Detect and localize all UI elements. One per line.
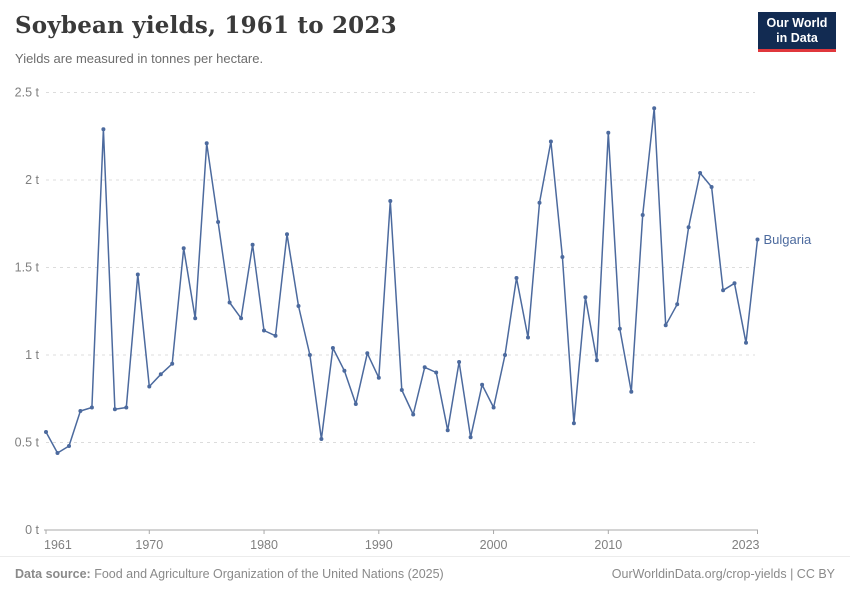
data-point[interactable]	[285, 232, 289, 237]
x-tick-label: 2010	[594, 538, 622, 552]
x-tick-label: 1970	[135, 538, 163, 552]
data-point[interactable]	[629, 389, 634, 394]
y-tick-label: 1 t	[25, 348, 39, 362]
data-point[interactable]	[170, 361, 175, 366]
data-point[interactable]	[181, 246, 186, 251]
data-point[interactable]	[227, 300, 232, 305]
data-point[interactable]	[434, 370, 439, 375]
data-source-note: Data source: Food and Agriculture Organi…	[15, 567, 444, 600]
data-point[interactable]	[640, 213, 645, 217]
series-label-bulgaria[interactable]: Bulgaria	[764, 232, 812, 247]
data-point[interactable]	[296, 304, 301, 308]
data-point[interactable]	[709, 185, 714, 189]
data-point[interactable]	[307, 353, 312, 357]
data-point[interactable]	[686, 225, 691, 230]
data-point[interactable]	[755, 237, 760, 242]
data-point[interactable]	[480, 382, 485, 387]
data-point[interactable]	[124, 405, 129, 410]
line-chart-canvas[interactable]: 0 t 0.5 t 1 t 1.5 t 2 t 2.5 t 1961 1970 1980 1990…	[0, 80, 850, 555]
data-point[interactable]	[422, 365, 427, 370]
data-point[interactable]	[193, 316, 198, 321]
data-point[interactable]	[571, 421, 576, 426]
y-tick-label: 0 t	[25, 523, 39, 537]
y-tick-label: 1.5 t	[15, 261, 40, 275]
data-point[interactable]	[468, 435, 473, 440]
data-point[interactable]	[548, 139, 553, 144]
data-point[interactable]	[216, 220, 221, 224]
y-tick-label: 2 t	[25, 173, 39, 187]
data-point[interactable]	[250, 242, 255, 247]
data-point[interactable]	[319, 437, 324, 441]
data-point[interactable]	[445, 428, 450, 433]
chart-subtitle: Yields are measured in tonnes per hectar…	[15, 51, 264, 66]
footer-link[interactable]: OurWorldinData.org/crop-yields | CC BY	[611, 567, 835, 581]
data-point[interactable]	[744, 340, 748, 345]
data-point[interactable]	[594, 358, 599, 363]
data-point[interactable]	[55, 451, 60, 455]
data-point[interactable]	[675, 302, 680, 307]
data-point[interactable]	[606, 130, 611, 135]
owid-logo-line2: in Data	[776, 30, 818, 45]
x-tick-label: 2000	[480, 538, 508, 552]
data-point[interactable]	[330, 346, 335, 350]
owid-logo[interactable]: Our World in Data	[758, 12, 836, 52]
data-point[interactable]	[399, 388, 404, 392]
data-point[interactable]	[503, 353, 507, 357]
data-point[interactable]	[67, 444, 71, 448]
y-tick-label: 0.5 t	[15, 436, 40, 450]
x-tick-label: 2023	[732, 538, 760, 552]
data-point[interactable]	[204, 141, 209, 146]
data-point[interactable]	[537, 200, 542, 205]
data-point[interactable]	[147, 384, 152, 389]
data-source-label: Data source:	[15, 567, 91, 581]
x-tick-label: 1961	[44, 538, 72, 552]
x-tick-label: 1990	[365, 538, 393, 552]
data-point[interactable]	[158, 372, 163, 377]
data-point[interactable]	[560, 255, 565, 259]
series-line-bulgaria[interactable]	[45, 107, 759, 454]
data-point[interactable]	[514, 276, 519, 280]
data-point[interactable]	[239, 316, 244, 321]
data-point[interactable]	[411, 412, 416, 417]
data-point[interactable]	[365, 351, 370, 356]
data-point[interactable]	[273, 333, 278, 338]
data-point[interactable]	[101, 127, 106, 132]
chart-title: Soybean yields, 1961 to 2023	[15, 12, 397, 39]
y-tick-label: 2.5 t	[15, 86, 40, 100]
data-point[interactable]	[78, 409, 83, 413]
data-point[interactable]	[721, 288, 726, 293]
data-point[interactable]	[388, 199, 393, 203]
data-point[interactable]	[698, 171, 703, 175]
data-point[interactable]	[652, 106, 657, 111]
data-source-text: Food and Agriculture Organization of the…	[90, 567, 444, 581]
data-point[interactable]	[353, 402, 358, 406]
data-point[interactable]	[491, 405, 496, 410]
x-tick-label: 1980	[250, 538, 278, 552]
data-point[interactable]	[342, 368, 347, 373]
data-point[interactable]	[376, 375, 381, 380]
data-point[interactable]	[457, 360, 462, 364]
data-point[interactable]	[526, 335, 530, 340]
data-point[interactable]	[617, 326, 622, 331]
data-point[interactable]	[44, 430, 48, 434]
data-point[interactable]	[262, 328, 266, 333]
data-point[interactable]	[112, 407, 117, 412]
data-point[interactable]	[135, 272, 140, 277]
data-point[interactable]	[732, 281, 737, 286]
data-point[interactable]	[663, 323, 668, 328]
chart-footer: Data source: Food and Agriculture Organi…	[0, 556, 850, 600]
data-point[interactable]	[89, 405, 94, 410]
owid-logo-line1: Our World	[766, 15, 828, 30]
data-point[interactable]	[583, 295, 588, 300]
